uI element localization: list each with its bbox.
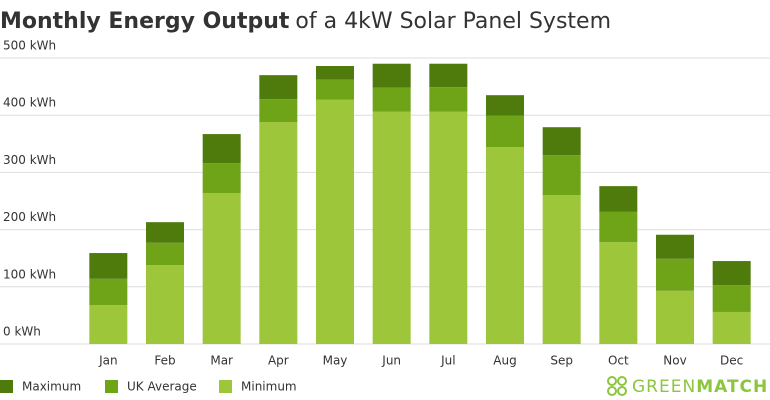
bar-segment <box>429 87 468 112</box>
bar-segment <box>656 234 694 259</box>
chart-title: Monthly Energy Output of a 4kW Solar Pane… <box>0 9 611 34</box>
bar-segment <box>316 99 354 344</box>
x-tick-label: Nov <box>663 354 686 368</box>
x-tick-label: Feb <box>154 354 175 368</box>
bar-segment <box>316 79 354 100</box>
bar-segment <box>259 99 298 123</box>
logo-bold: MATCH <box>696 377 768 397</box>
bar-segment <box>259 122 298 345</box>
legend-swatch <box>0 380 13 393</box>
bar-segment <box>202 192 241 344</box>
bar-segment <box>542 195 581 344</box>
legend-swatch <box>219 380 232 393</box>
x-tick-label: Dec <box>720 354 743 368</box>
bar-segment <box>429 111 468 344</box>
bar-segment <box>146 242 184 266</box>
logo-icon <box>607 376 627 396</box>
y-tick-label: 500 kWh <box>3 39 56 53</box>
legend-label: Maximum <box>22 380 81 394</box>
bar-segment <box>599 211 638 243</box>
x-tick-label: Oct <box>608 354 629 368</box>
bar-segment <box>146 265 184 344</box>
x-tick-label: Sep <box>550 354 573 368</box>
bar-segment <box>202 134 241 164</box>
bar-segment <box>429 63 468 88</box>
logo: GREENMATCH <box>632 377 768 397</box>
bar-segment <box>486 115 524 148</box>
bar-segment <box>372 87 411 112</box>
bar-segment <box>486 95 524 116</box>
bar-segment <box>89 278 128 306</box>
x-tick-label: Jul <box>440 354 455 368</box>
legend-label: Minimum <box>241 380 297 394</box>
bar-segment <box>316 66 354 80</box>
y-tick-label: 0 kWh <box>3 325 41 339</box>
bar-segment <box>146 222 184 243</box>
x-tick-label: Jun <box>381 354 401 368</box>
title-rest: of a 4kW Solar Panel System <box>295 9 611 34</box>
bar-segment <box>656 290 694 344</box>
bar-segment <box>259 75 298 100</box>
bar-segment <box>542 127 581 156</box>
y-tick-label: 200 kWh <box>3 210 56 224</box>
bar-segment <box>202 163 241 193</box>
bar-segment <box>89 253 128 279</box>
x-tick-label: Jan <box>98 354 118 368</box>
logo-light: GREEN <box>632 377 696 397</box>
bar-segment <box>372 111 411 344</box>
bar-segment <box>656 258 694 291</box>
bar-segment <box>712 261 751 286</box>
y-tick-label: 300 kWh <box>3 153 56 167</box>
bar-segment <box>372 63 411 88</box>
y-tick-label: 400 kWh <box>3 96 56 110</box>
y-tick-label: 100 kWh <box>3 267 56 281</box>
x-tick-label: Aug <box>493 354 516 368</box>
bar-segment <box>542 155 581 196</box>
bar-segment <box>712 311 751 344</box>
bar-segment <box>712 285 751 312</box>
x-tick-label: Mar <box>210 354 233 368</box>
title-bold: Monthly Energy Output <box>0 9 290 34</box>
bar-segment <box>599 242 638 344</box>
legend-swatch <box>105 380 118 393</box>
x-tick-label: May <box>323 354 348 368</box>
bar-segment <box>599 186 638 212</box>
x-tick-label: Apr <box>268 354 289 368</box>
bar-segment <box>486 147 524 344</box>
legend-label: UK Average <box>127 380 197 394</box>
bar-segment <box>89 305 128 344</box>
